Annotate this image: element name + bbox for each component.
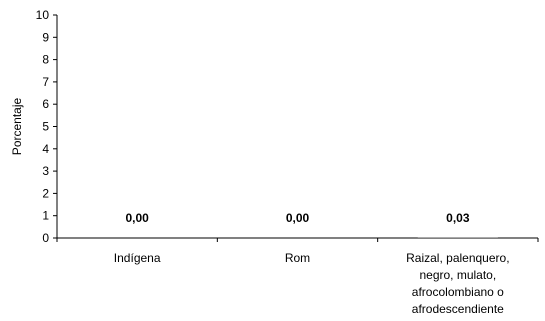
x-category-label-line: Rom (285, 251, 310, 265)
x-category-label: Rom (285, 251, 310, 265)
x-category-label-line: afrocolombiano o (412, 285, 504, 299)
x-category-label-line: afrodescendiente (412, 302, 504, 316)
data-label: 0,00 (125, 211, 149, 225)
x-category-label: Indígena (114, 251, 161, 265)
x-category-label: Raizal, palenquero, negro, mulato, afrocol… (406, 251, 509, 316)
y-tick-label: 0 (42, 231, 49, 245)
data-labels: 0,00 0,00 0,03 (125, 211, 469, 225)
x-category-label-line: Indígena (114, 251, 161, 265)
y-tick-label: 7 (42, 75, 49, 89)
data-label: 0,00 (286, 211, 310, 225)
y-tick-label: 3 (42, 164, 49, 178)
data-label: 0,03 (446, 211, 470, 225)
x-category-label-line: negro, mulato, (419, 268, 496, 282)
y-axis-title: Porcentaje (10, 97, 24, 155)
x-axis: Indígena Rom Raizal, palenquero, negro, mul… (56, 237, 539, 316)
y-tick-label: 9 (42, 30, 49, 44)
y-tick-label: 5 (42, 120, 49, 134)
bars (417, 237, 498, 238)
x-category-label-line: Raizal, palenquero, (406, 251, 509, 265)
y-tick-label: 2 (42, 186, 49, 200)
y-tick-label: 6 (42, 97, 49, 111)
y-tick-label: 1 (42, 209, 49, 223)
y-tick-label: 4 (42, 142, 49, 156)
y-tick-label: 8 (42, 53, 49, 67)
y-axis: 0 1 2 3 4 5 6 7 8 9 10 (36, 8, 58, 245)
bar (417, 237, 498, 238)
y-tick-label: 10 (36, 8, 50, 22)
